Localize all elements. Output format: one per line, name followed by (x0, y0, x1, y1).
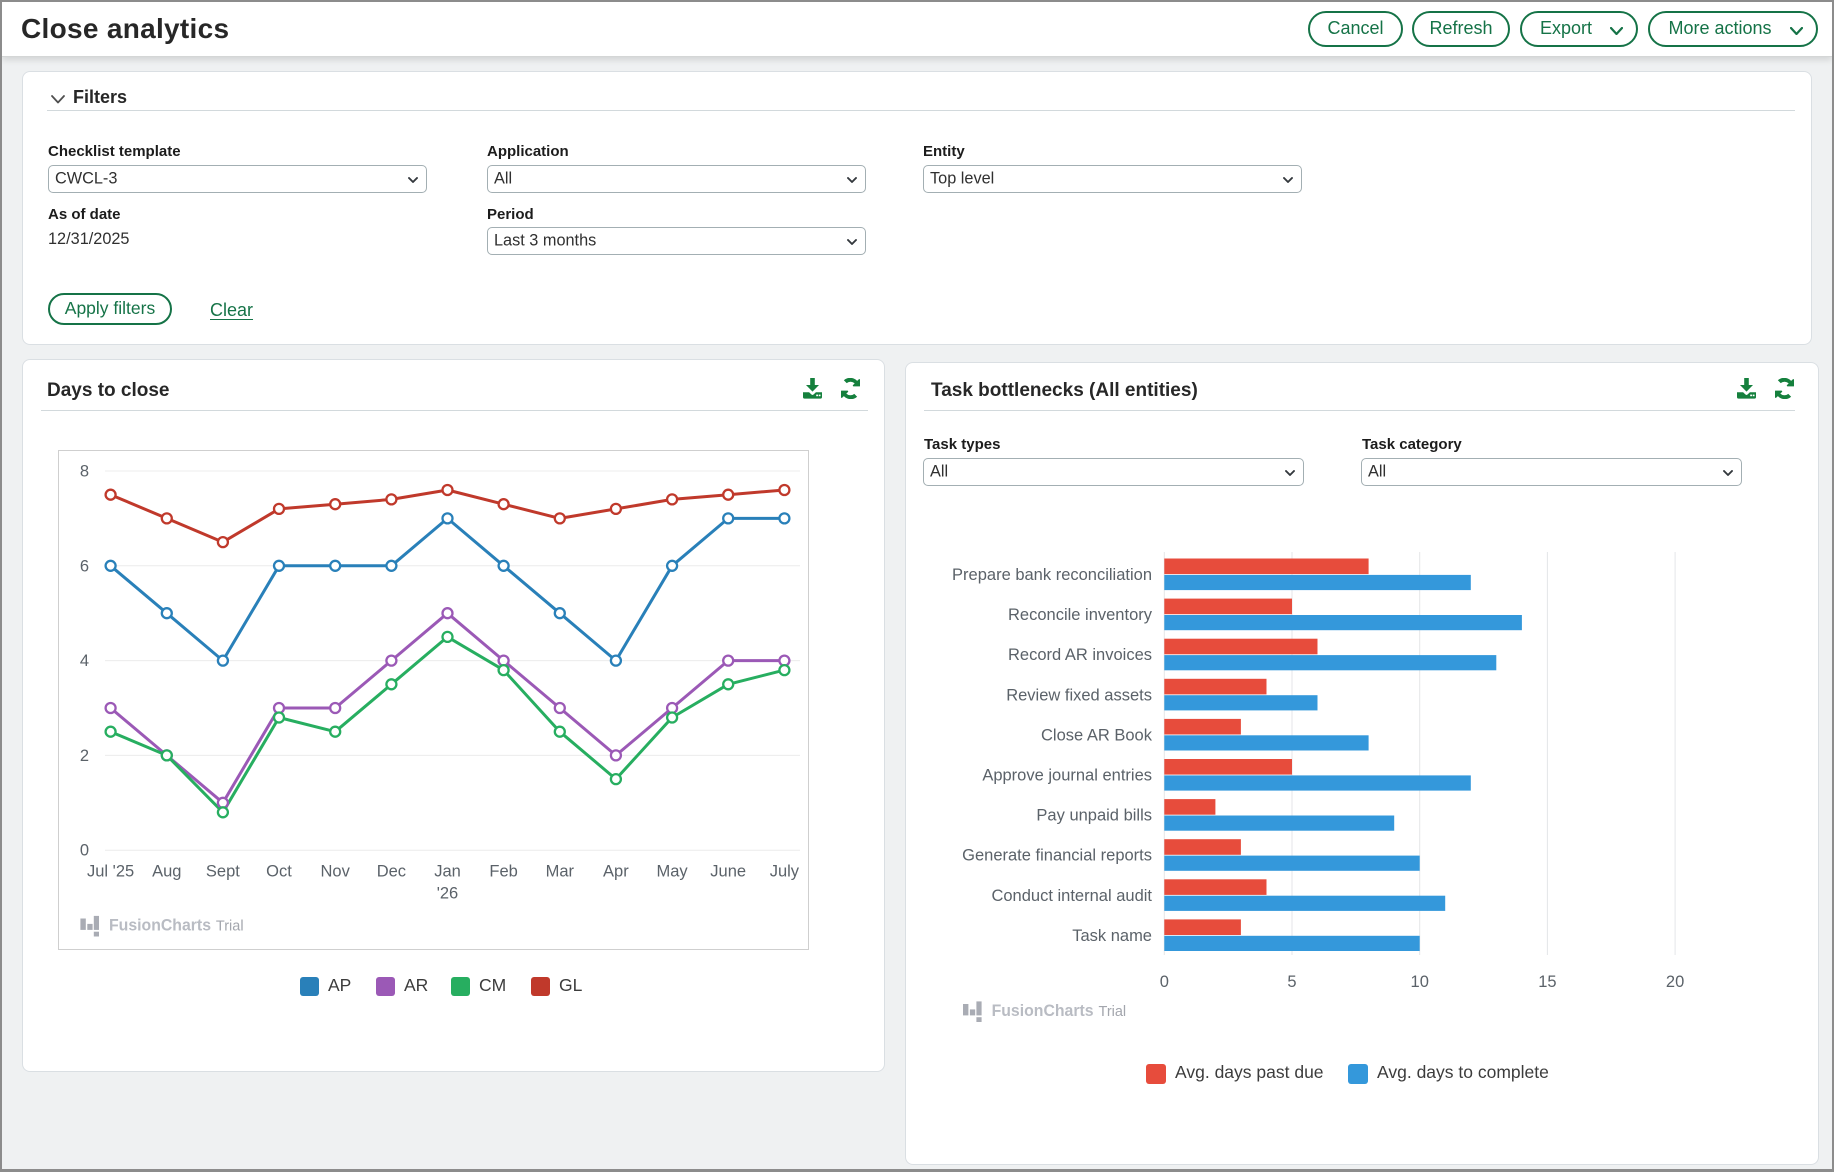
svg-text:Apr: Apr (603, 862, 629, 880)
svg-text:0: 0 (80, 841, 89, 859)
svg-text:Mar: Mar (546, 862, 575, 880)
svg-text:July: July (770, 862, 800, 880)
svg-text:FusionCharts: FusionCharts (109, 916, 211, 934)
svg-text:Feb: Feb (489, 862, 517, 880)
svg-text:4: 4 (80, 652, 89, 670)
svg-text:Jan: Jan (434, 862, 461, 880)
svg-text:0: 0 (1160, 973, 1169, 991)
svg-text:5: 5 (1287, 973, 1296, 991)
svg-text:'26: '26 (437, 884, 459, 902)
svg-text:Dec: Dec (377, 862, 406, 880)
svg-text:Prepare bank reconciliation: Prepare bank reconciliation (952, 566, 1152, 584)
svg-text:2: 2 (80, 746, 89, 764)
svg-text:Reconcile inventory: Reconcile inventory (1008, 606, 1153, 624)
svg-text:FusionCharts: FusionCharts (992, 1002, 1094, 1020)
svg-text:Sept: Sept (206, 862, 240, 880)
svg-text:Pay unpaid bills: Pay unpaid bills (1036, 807, 1152, 825)
svg-text:Jul '25: Jul '25 (87, 862, 134, 880)
svg-text:June: June (710, 862, 746, 880)
svg-text:Oct: Oct (266, 862, 292, 880)
svg-text:8: 8 (80, 462, 89, 480)
svg-text:Record AR invoices: Record AR invoices (1008, 646, 1152, 664)
svg-text:20: 20 (1666, 973, 1684, 991)
svg-text:May: May (657, 862, 689, 880)
svg-text:Nov: Nov (321, 862, 351, 880)
svg-text:Trial: Trial (1099, 1004, 1127, 1020)
svg-text:Review fixed assets: Review fixed assets (1006, 686, 1152, 704)
svg-text:10: 10 (1411, 973, 1429, 991)
svg-text:Task name: Task name (1072, 927, 1152, 945)
svg-text:Approve journal entries: Approve journal entries (982, 767, 1152, 785)
svg-text:Generate financial reports: Generate financial reports (962, 847, 1152, 865)
svg-text:Close AR Book: Close AR Book (1041, 726, 1153, 744)
svg-text:6: 6 (80, 557, 89, 575)
svg-text:Aug: Aug (152, 862, 181, 880)
svg-text:Trial: Trial (216, 918, 244, 934)
svg-text:15: 15 (1538, 973, 1556, 991)
svg-text:Conduct internal audit: Conduct internal audit (991, 887, 1152, 905)
